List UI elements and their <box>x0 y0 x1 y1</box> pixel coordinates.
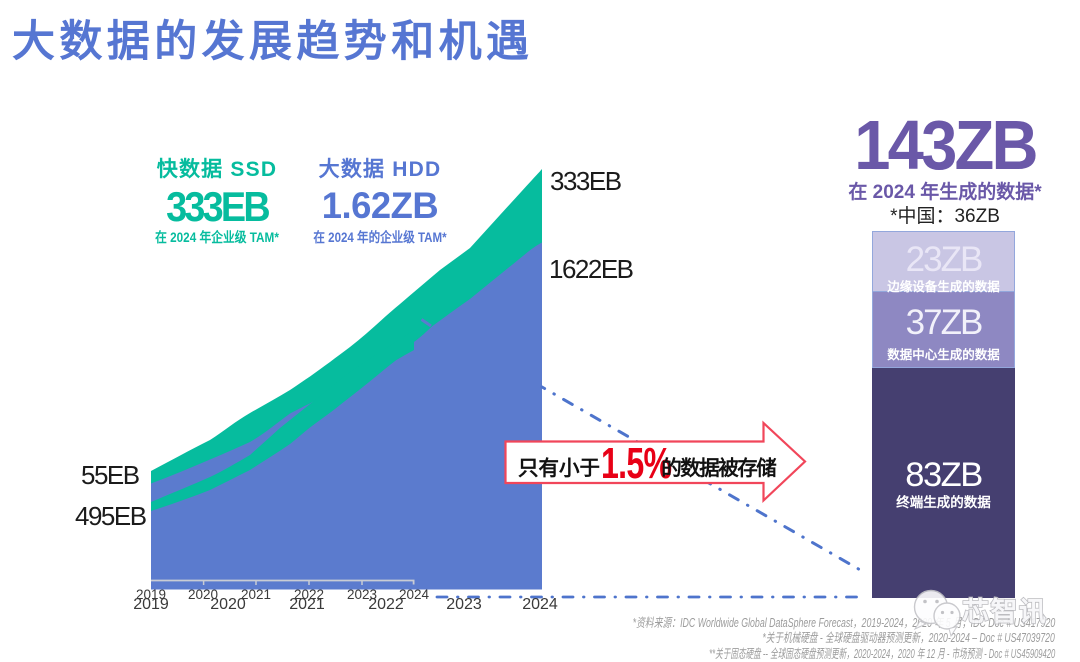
svg-text:芯智讯: 芯智讯 <box>962 597 1048 627</box>
